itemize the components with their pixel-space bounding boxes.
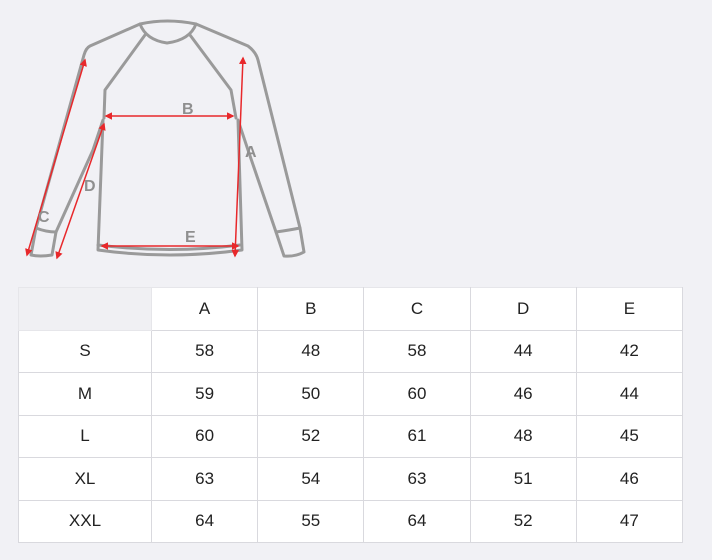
value-cell: 48 bbox=[257, 329, 365, 373]
value-cell: 44 bbox=[469, 329, 577, 373]
value-cell: 47 bbox=[575, 499, 684, 543]
value-cell: 55 bbox=[257, 499, 365, 543]
size-cell: XL bbox=[18, 457, 152, 501]
value-cell: 46 bbox=[469, 372, 577, 416]
value-cell: 54 bbox=[257, 457, 365, 501]
table-header-row: A B C D E bbox=[18, 287, 684, 331]
size-cell: S bbox=[18, 329, 152, 373]
arrow-d bbox=[55, 122, 106, 260]
value-cell: 59 bbox=[150, 372, 259, 416]
table-row: XL 63 54 63 51 46 bbox=[18, 457, 684, 501]
value-cell: 60 bbox=[150, 414, 259, 458]
header-d: D bbox=[469, 287, 577, 331]
value-cell: 42 bbox=[575, 329, 684, 373]
value-cell: 58 bbox=[150, 329, 259, 373]
header-a: A bbox=[150, 287, 259, 331]
value-cell: 64 bbox=[150, 499, 259, 543]
header-e: E bbox=[575, 287, 684, 331]
arrow-a bbox=[231, 56, 247, 258]
value-cell: 63 bbox=[150, 457, 259, 501]
table-row: S 58 48 58 44 42 bbox=[18, 329, 684, 373]
header-c: C bbox=[363, 287, 471, 331]
label-d: D bbox=[84, 178, 96, 195]
value-cell: 52 bbox=[469, 499, 577, 543]
size-chart-table: A B C D E S 58 48 58 44 42 M 59 50 60 46… bbox=[18, 287, 684, 543]
label-c: C bbox=[38, 209, 50, 226]
corner-cell bbox=[18, 287, 152, 331]
value-cell: 52 bbox=[257, 414, 365, 458]
value-cell: 58 bbox=[363, 329, 471, 373]
value-cell: 61 bbox=[363, 414, 471, 458]
value-cell: 50 bbox=[257, 372, 365, 416]
measurement-arrows bbox=[25, 56, 247, 260]
value-cell: 64 bbox=[363, 499, 471, 543]
size-cell: L bbox=[18, 414, 152, 458]
table-row: XXL 64 55 64 52 47 bbox=[18, 499, 684, 543]
label-e: E bbox=[185, 229, 196, 246]
size-cell: M bbox=[18, 372, 152, 416]
size-cell: XXL bbox=[18, 499, 152, 543]
value-cell: 51 bbox=[469, 457, 577, 501]
value-cell: 48 bbox=[469, 414, 577, 458]
table-row: L 60 52 61 48 45 bbox=[18, 414, 684, 458]
arrow-c bbox=[25, 58, 87, 257]
sweater-outline bbox=[29, 19, 306, 258]
value-cell: 46 bbox=[575, 457, 684, 501]
header-b: B bbox=[257, 287, 365, 331]
table-row: M 59 50 60 46 44 bbox=[18, 372, 684, 416]
value-cell: 63 bbox=[363, 457, 471, 501]
value-cell: 45 bbox=[575, 414, 684, 458]
value-cell: 60 bbox=[363, 372, 471, 416]
label-b: B bbox=[182, 101, 194, 118]
sweater-size-diagram: A B C D E bbox=[25, 19, 306, 260]
label-a: A bbox=[245, 144, 257, 161]
value-cell: 44 bbox=[575, 372, 684, 416]
